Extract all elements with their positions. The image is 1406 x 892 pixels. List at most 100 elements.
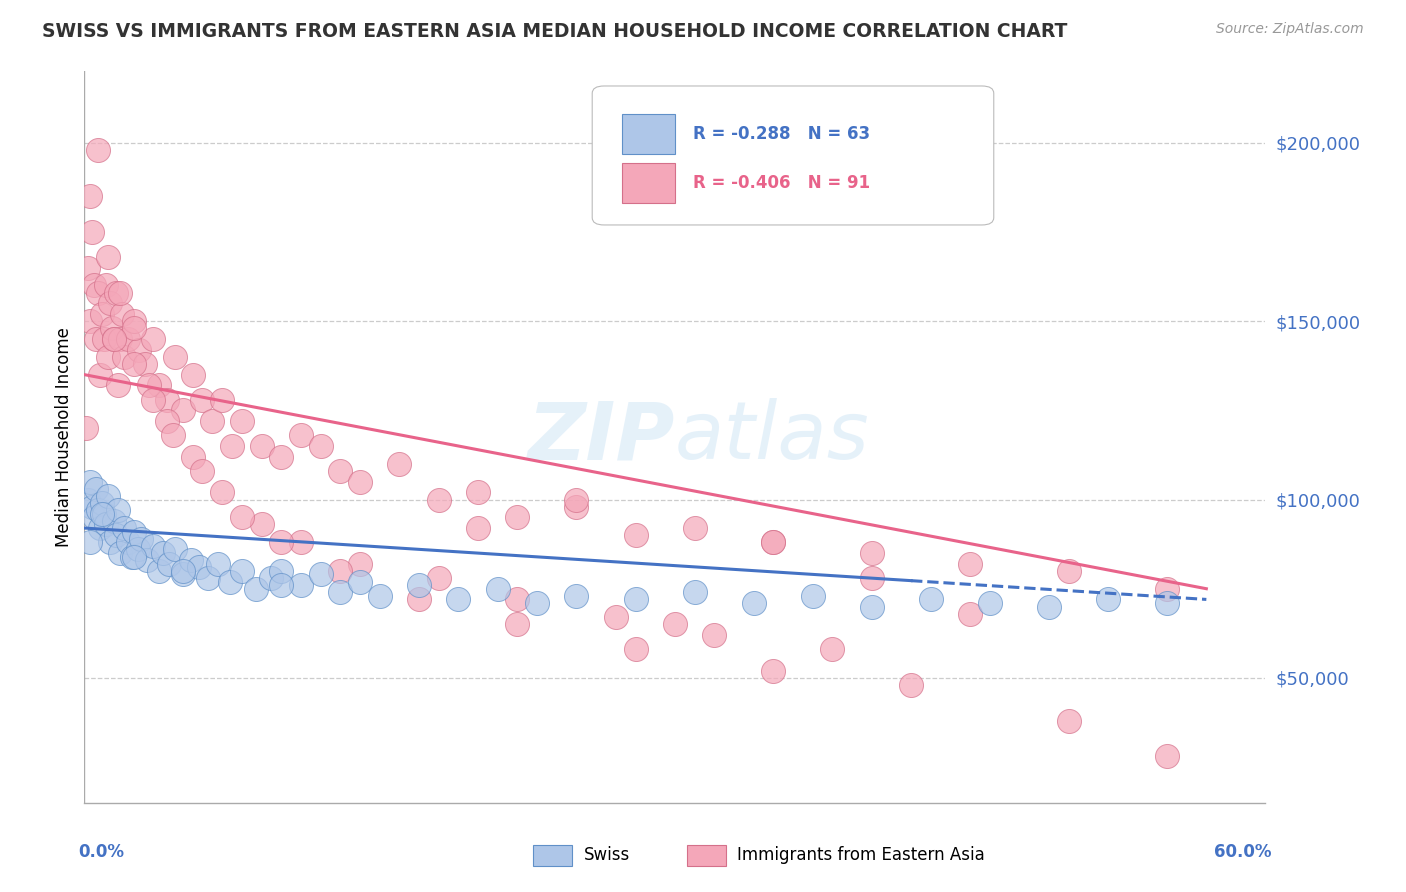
Point <box>526 596 548 610</box>
Point <box>142 332 165 346</box>
Text: atlas: atlas <box>675 398 870 476</box>
Point <box>920 592 942 607</box>
Point <box>94 517 117 532</box>
Point <box>467 485 489 500</box>
Point <box>83 510 105 524</box>
Point <box>860 571 883 585</box>
Point <box>368 589 391 603</box>
Point <box>427 571 450 585</box>
Point <box>309 439 332 453</box>
Point <box>624 642 647 657</box>
Point <box>1038 599 1060 614</box>
Point <box>349 475 371 489</box>
Point <box>83 278 105 293</box>
Point <box>979 596 1001 610</box>
Point <box>187 560 209 574</box>
Point <box>309 567 332 582</box>
Point <box>136 553 159 567</box>
Point <box>427 492 450 507</box>
Point <box>172 564 194 578</box>
Point <box>742 596 765 610</box>
Point <box>97 489 120 503</box>
Point <box>860 599 883 614</box>
Point <box>142 539 165 553</box>
Point <box>329 464 352 478</box>
Point <box>93 332 115 346</box>
Point <box>486 582 509 596</box>
Point <box>1057 714 1080 728</box>
Point <box>163 542 186 557</box>
Point <box>467 521 489 535</box>
Point <box>270 450 292 464</box>
Point <box>172 567 194 582</box>
Point <box>221 439 243 453</box>
Point <box>131 532 153 546</box>
Point <box>98 296 121 310</box>
Point <box>245 582 267 596</box>
Point <box>89 368 111 382</box>
Text: Swiss: Swiss <box>583 847 630 864</box>
Point <box>91 496 114 510</box>
Point <box>260 571 283 585</box>
FancyBboxPatch shape <box>621 114 675 154</box>
Point <box>162 428 184 442</box>
Point <box>122 321 145 335</box>
Point <box>1156 582 1178 596</box>
Point <box>117 535 139 549</box>
Point <box>762 535 785 549</box>
Point <box>250 517 273 532</box>
Point <box>75 421 97 435</box>
Point <box>1057 564 1080 578</box>
Y-axis label: Median Household Income: Median Household Income <box>55 327 73 547</box>
Point <box>181 368 204 382</box>
Text: R = -0.288   N = 63: R = -0.288 N = 63 <box>693 126 870 144</box>
Point <box>801 589 824 603</box>
FancyBboxPatch shape <box>686 846 725 866</box>
Point <box>683 585 706 599</box>
Text: ZIP: ZIP <box>527 398 675 476</box>
Point <box>104 528 127 542</box>
Point <box>231 510 253 524</box>
Point <box>77 492 100 507</box>
Point <box>408 578 430 592</box>
Point <box>97 350 120 364</box>
Point <box>565 500 588 514</box>
Point <box>349 574 371 589</box>
Point <box>900 678 922 692</box>
Point <box>1097 592 1119 607</box>
Text: Immigrants from Eastern Asia: Immigrants from Eastern Asia <box>738 847 986 864</box>
Point <box>111 307 134 321</box>
Text: 60.0%: 60.0% <box>1213 843 1271 861</box>
Point <box>112 350 135 364</box>
Point <box>703 628 725 642</box>
Point <box>201 414 224 428</box>
Point <box>101 321 124 335</box>
Point <box>157 557 180 571</box>
Text: Source: ZipAtlas.com: Source: ZipAtlas.com <box>1216 22 1364 37</box>
Point <box>191 392 214 407</box>
Point <box>79 475 101 489</box>
Point <box>103 332 125 346</box>
Point <box>103 332 125 346</box>
Point <box>605 610 627 624</box>
Point <box>84 332 107 346</box>
Point <box>1156 749 1178 764</box>
Point <box>122 357 145 371</box>
Point <box>821 642 844 657</box>
Text: R = -0.406   N = 91: R = -0.406 N = 91 <box>693 174 870 192</box>
Point <box>107 378 129 392</box>
Point <box>624 592 647 607</box>
Point <box>1156 596 1178 610</box>
Point <box>117 332 139 346</box>
Point <box>329 585 352 599</box>
Point <box>82 500 104 514</box>
Point <box>121 549 143 564</box>
Point <box>506 617 529 632</box>
Point <box>959 607 981 621</box>
Point <box>103 514 125 528</box>
Point <box>207 557 229 571</box>
Point <box>349 557 371 571</box>
Point <box>148 378 170 392</box>
Point <box>79 189 101 203</box>
Point <box>108 285 131 300</box>
